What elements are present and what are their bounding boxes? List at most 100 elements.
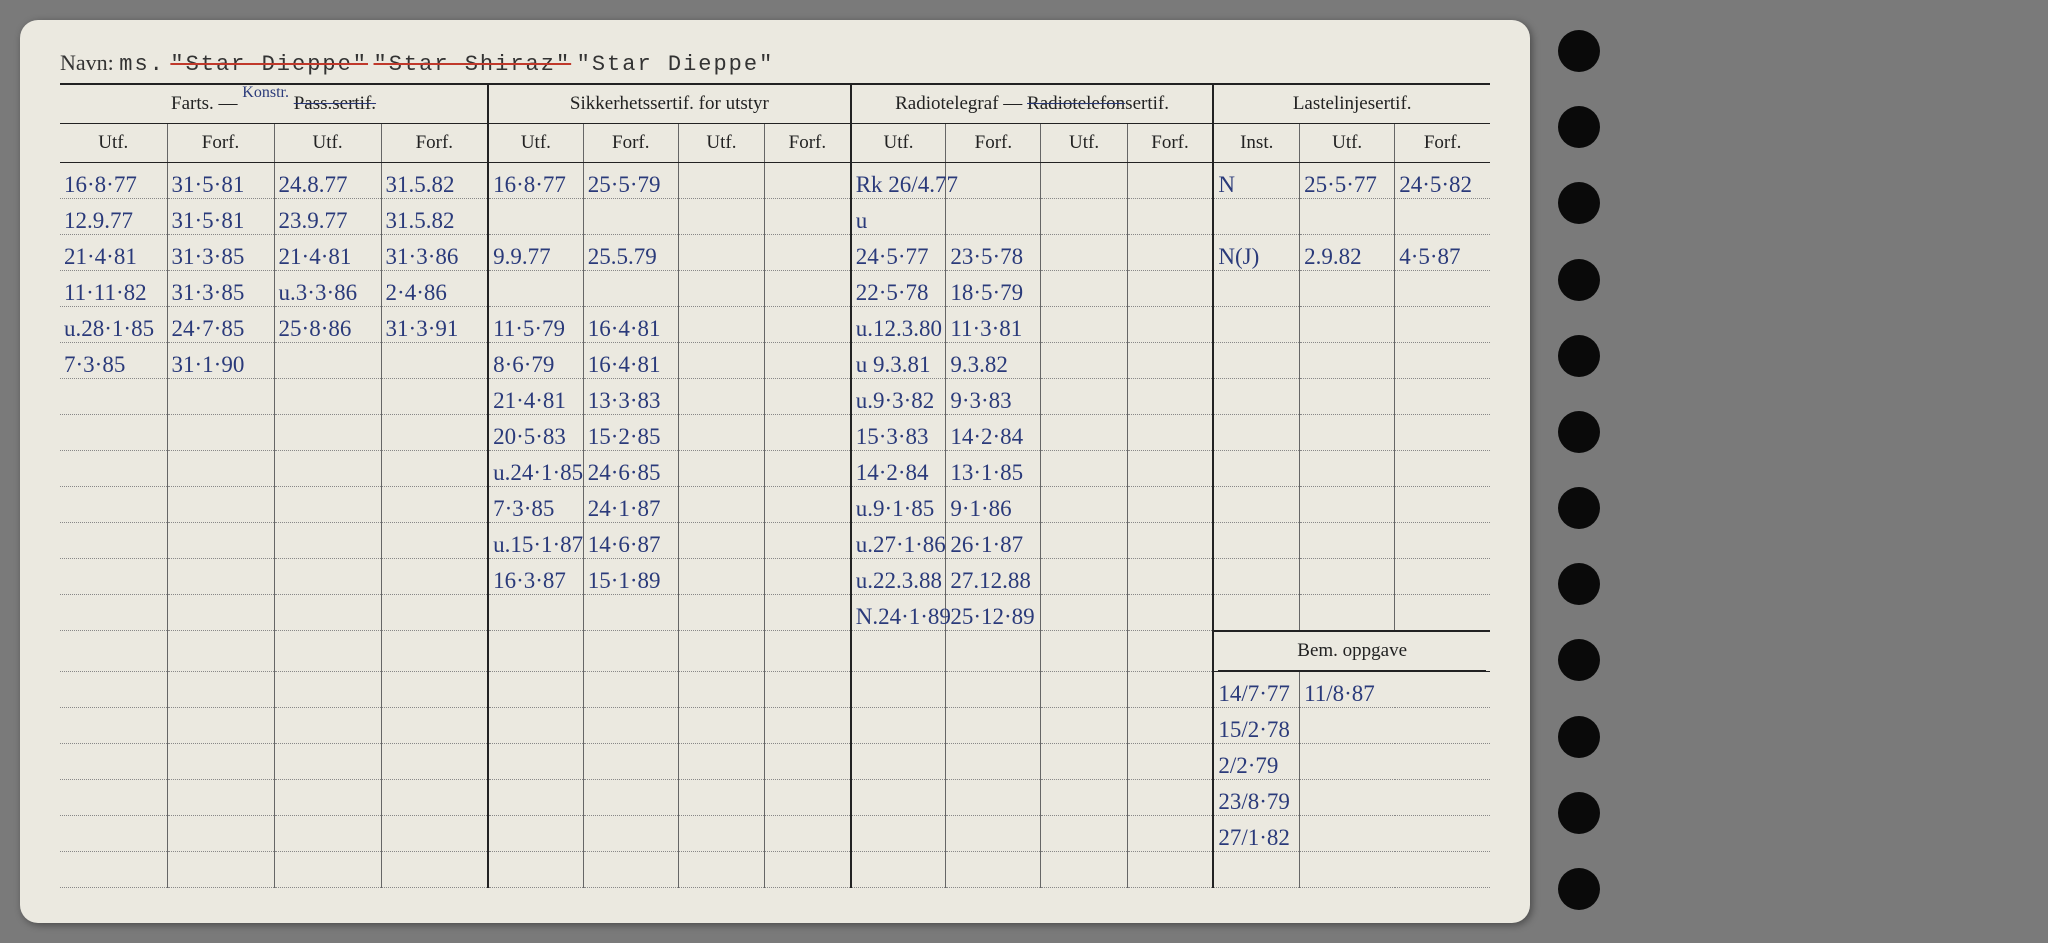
table-cell — [765, 595, 851, 631]
table-cell — [1395, 451, 1490, 487]
table-row: N.24·1·8925·12·89 — [60, 595, 1490, 631]
table-cell: 24·1·87 — [583, 487, 678, 523]
col-utf: Utf. — [678, 124, 764, 163]
table-cell — [1127, 779, 1213, 815]
col-utf: Utf. — [60, 124, 167, 163]
table-cell — [1300, 779, 1490, 815]
table-cell: 25.5.79 — [583, 235, 678, 271]
table-cell: 7·3·85 — [488, 487, 583, 523]
table-cell — [1127, 379, 1213, 415]
table-cell — [946, 851, 1041, 887]
col-utf: Utf. — [1041, 124, 1127, 163]
table-row: 7·3·8531·1·908·6·7916·4·81u 9.3.819.3.82 — [60, 343, 1490, 379]
table-cell — [1300, 451, 1395, 487]
table-cell — [274, 343, 381, 379]
table-cell — [946, 707, 1041, 743]
table-cell: 15·1·89 — [583, 559, 678, 595]
table-cell: 15·3·83 — [851, 415, 946, 451]
table-cell: 2.9.82 — [1300, 235, 1395, 271]
table-cell — [946, 815, 1041, 851]
table-cell — [1300, 487, 1395, 523]
table-cell — [167, 671, 274, 707]
table-cell — [946, 671, 1041, 707]
table-cell — [381, 631, 488, 672]
table-cell — [1127, 235, 1213, 271]
table-cell — [765, 671, 851, 707]
table-cell: 31·3·91 — [381, 307, 488, 343]
table-cell — [678, 235, 764, 271]
col-utf: Utf. — [274, 124, 381, 163]
table-cell — [583, 631, 678, 672]
table-row: 23/8·79 — [60, 779, 1490, 815]
table-cell: 31.5.82 — [381, 199, 488, 235]
table-cell: 18·5·79 — [946, 271, 1041, 307]
table-cell — [765, 343, 851, 379]
table-cell — [488, 671, 583, 707]
table-cell — [1213, 415, 1299, 451]
table-cell — [1041, 235, 1127, 271]
table-cell — [1213, 451, 1299, 487]
col-forf: Forf. — [583, 124, 678, 163]
table-cell — [1041, 163, 1127, 199]
table-cell — [1213, 307, 1299, 343]
table-cell: 21·4·81 — [274, 235, 381, 271]
punch-hole — [1558, 30, 1600, 72]
table-cell: Rk 26/4.77 — [851, 163, 946, 199]
table-cell — [678, 523, 764, 559]
table-cell — [381, 779, 488, 815]
col-forf: Forf. — [381, 124, 488, 163]
table-cell: 2·4·86 — [381, 271, 488, 307]
table-cell — [583, 271, 678, 307]
table-cell — [765, 707, 851, 743]
table-cell — [765, 487, 851, 523]
table-cell — [167, 707, 274, 743]
table-cell — [583, 671, 678, 707]
table-cell — [167, 487, 274, 523]
table-cell — [1127, 271, 1213, 307]
table-cell: u.9·1·85 — [851, 487, 946, 523]
table-cell — [583, 779, 678, 815]
table-cell: 11·3·81 — [946, 307, 1041, 343]
table-cell — [167, 815, 274, 851]
punch-hole — [1558, 716, 1600, 758]
table-cell — [1041, 815, 1127, 851]
table-cell: 24·5·82 — [1395, 163, 1490, 199]
table-cell — [60, 487, 167, 523]
table-cell — [1300, 815, 1490, 851]
table-cell — [274, 559, 381, 595]
table-cell: 13·3·83 — [583, 379, 678, 415]
table-row: 15/2·78 — [60, 707, 1490, 743]
table-cell — [946, 163, 1041, 199]
table-cell — [488, 779, 583, 815]
table-cell — [1041, 595, 1127, 631]
table-cell: u.28·1·85 — [60, 307, 167, 343]
table-cell — [381, 415, 488, 451]
table-cell: 13·1·85 — [946, 451, 1041, 487]
table-cell: 16·3·87 — [488, 559, 583, 595]
col-forf: Forf. — [765, 124, 851, 163]
table-cell — [678, 199, 764, 235]
table-cell: 11·5·79 — [488, 307, 583, 343]
table-cell — [1041, 199, 1127, 235]
table-cell — [167, 523, 274, 559]
table-cell — [1127, 559, 1213, 595]
table-cell — [274, 451, 381, 487]
table-cell — [583, 595, 678, 631]
table-cell — [678, 631, 764, 672]
table-cell — [1395, 343, 1490, 379]
table-cell — [583, 815, 678, 851]
table-cell — [274, 595, 381, 631]
table-cell: u — [851, 199, 946, 235]
table-cell — [1300, 379, 1395, 415]
table-cell — [765, 235, 851, 271]
table-cell — [488, 743, 583, 779]
table-cell — [381, 815, 488, 851]
table-row: 14/7·7711/8·87 — [60, 671, 1490, 707]
punch-hole — [1558, 335, 1600, 377]
table-cell — [274, 815, 381, 851]
table-cell — [678, 487, 764, 523]
table-cell — [167, 415, 274, 451]
table-cell — [1127, 451, 1213, 487]
table-row: 16·8·7731·5·8124.8.7731.5.8216·8·7725·5·… — [60, 163, 1490, 199]
punch-hole — [1558, 106, 1600, 148]
